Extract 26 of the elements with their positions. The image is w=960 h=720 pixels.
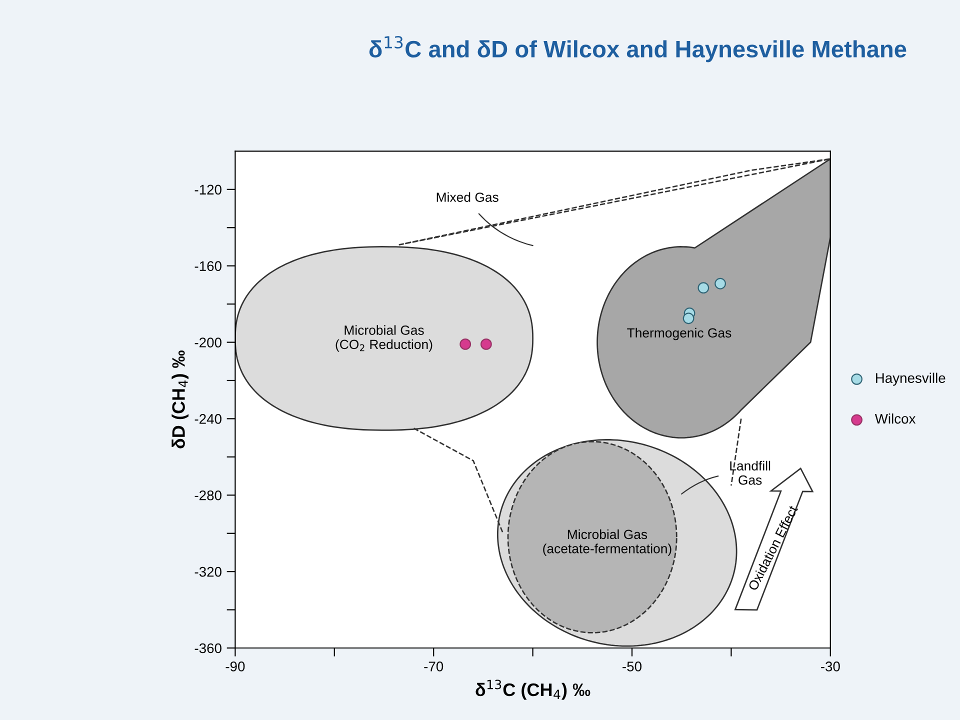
annotation: Mixed Gas xyxy=(436,192,498,202)
y-tick-label: -160 xyxy=(194,261,222,272)
chart-title: δ$^{13}$C and δD of Wilcox and Haynesville Methane xyxy=(369,36,906,62)
annotation: Landfill Gas xyxy=(730,460,770,485)
y-tick-label: -120 xyxy=(194,184,222,195)
y-tick-label: -320 xyxy=(194,566,222,577)
point xyxy=(460,338,472,350)
point xyxy=(698,282,710,294)
point xyxy=(480,338,492,350)
x-axis-title: δ$^{13}$C (CH$_{4}$) ‰ xyxy=(476,680,590,700)
x-tick-label: -90 xyxy=(226,662,245,672)
y-tick-label: -200 xyxy=(194,338,222,348)
legend-label: Haynesville xyxy=(876,372,946,386)
annotation: Thermogenic Gas xyxy=(627,328,732,340)
annotation: Microbial Gas (CO$_{2}$ Reduction) xyxy=(336,325,432,352)
annotation: Microbial Gas (acetate-fermentation) xyxy=(543,529,672,556)
x-tick-label: -50 xyxy=(622,662,642,672)
x-tick-label: -70 xyxy=(424,662,444,672)
legend-label: Wilcox xyxy=(874,413,916,424)
point xyxy=(714,278,726,290)
y-tick-label: -280 xyxy=(194,490,222,500)
x-tick-label: -30 xyxy=(820,662,840,672)
y-axis-title: δD (CH$_{4}$) ‰ xyxy=(172,350,189,448)
point xyxy=(682,312,694,324)
y-tick-label: -360 xyxy=(194,643,222,654)
y-tick-label: -240 xyxy=(194,414,222,424)
